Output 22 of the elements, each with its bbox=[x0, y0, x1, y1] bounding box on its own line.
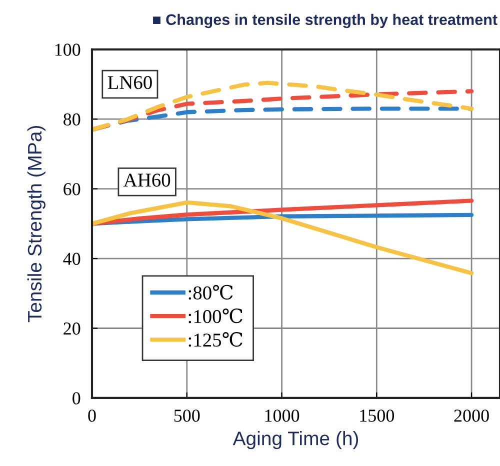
x-tick-label: 1000 bbox=[265, 410, 300, 422]
x-tick-label: 500 bbox=[174, 410, 200, 422]
y-axis-title: Tensile Strength (MPa) bbox=[27, 126, 46, 322]
y-tick-label: 60 bbox=[64, 183, 80, 196]
line-series bbox=[92, 198, 474, 226]
chart-title: ■ Changes in tensile strength by heat treatment bbox=[153, 14, 498, 28]
line-series bbox=[92, 89, 474, 132]
x-tick-label: 0 bbox=[88, 410, 96, 422]
y-tick-label: 0 bbox=[72, 392, 80, 404]
legend-label: :125℃ bbox=[188, 332, 242, 347]
y-tick-label: 80 bbox=[64, 113, 80, 126]
legend-label: :100℃ bbox=[188, 308, 242, 324]
y-tick-label: 40 bbox=[63, 252, 80, 265]
y-tick-label: 20 bbox=[64, 322, 80, 335]
x-tick-label: 1500 bbox=[360, 410, 394, 422]
line-series bbox=[92, 200, 474, 276]
y-tick-label: 100 bbox=[55, 44, 80, 56]
annotation: LN60 bbox=[108, 76, 152, 90]
annotation: AH60 bbox=[124, 174, 170, 187]
x-axis-title: Aging Time (h) bbox=[232, 431, 358, 450]
legend-label: :80℃ bbox=[188, 284, 233, 300]
x-tick-label: 2000 bbox=[454, 410, 489, 422]
